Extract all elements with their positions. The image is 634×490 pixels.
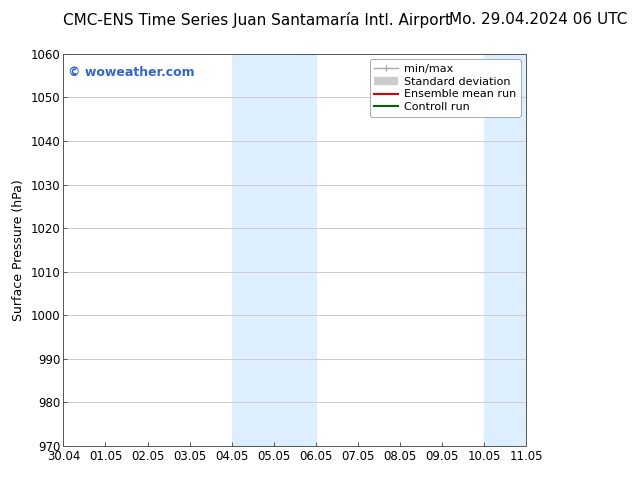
Legend: min/max, Standard deviation, Ensemble mean run, Controll run: min/max, Standard deviation, Ensemble me…	[370, 59, 521, 117]
Text: Mo. 29.04.2024 06 UTC: Mo. 29.04.2024 06 UTC	[450, 12, 628, 27]
Bar	[484, 54, 526, 446]
Bar	[231, 54, 316, 446]
Y-axis label: Surface Pressure (hPa): Surface Pressure (hPa)	[12, 179, 25, 321]
Text: © woweather.com: © woweather.com	[68, 66, 195, 79]
Text: CMC-ENS Time Series Juan Santamaría Intl. Airport: CMC-ENS Time Series Juan Santamaría Intl…	[63, 12, 451, 28]
